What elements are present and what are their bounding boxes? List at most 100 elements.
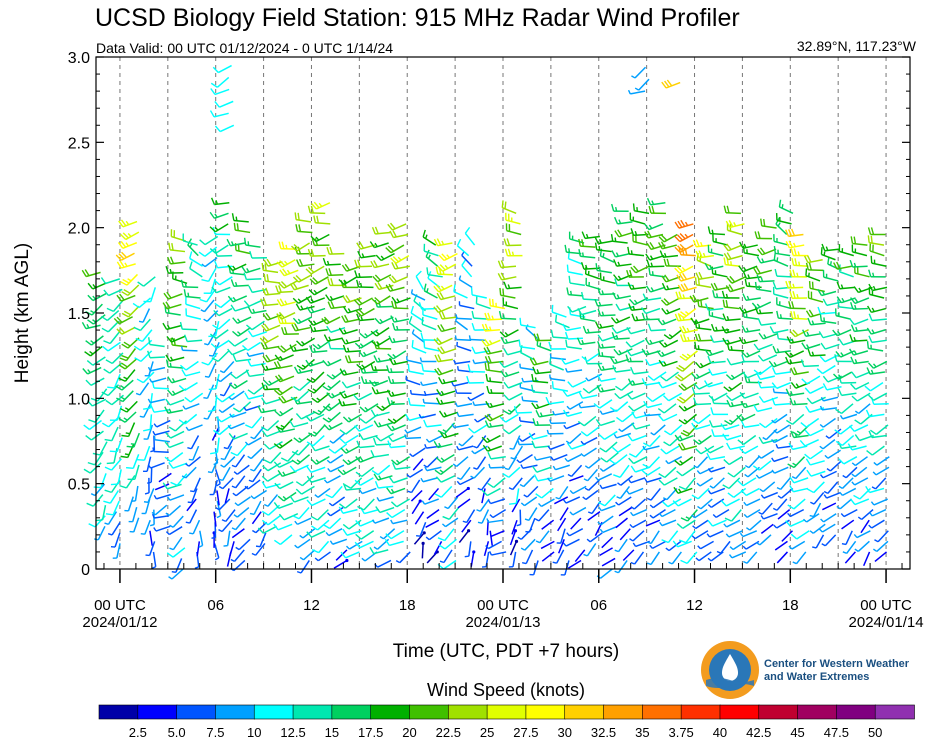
barb-half-flag (124, 262, 128, 267)
wind-barb (568, 231, 585, 244)
barb-half-flag (171, 377, 176, 383)
barb-flag (125, 466, 134, 470)
barb-flag (118, 253, 125, 260)
barb-staff (411, 393, 427, 397)
barb-staff (350, 477, 363, 489)
barb-flag (440, 324, 446, 332)
barb-staff (267, 419, 280, 432)
barb-staff (185, 360, 199, 371)
barb-half-flag (487, 499, 492, 504)
barb-half-flag (327, 385, 332, 389)
barb-half-flag (668, 334, 673, 338)
barb-flag (678, 405, 685, 412)
wind-barb (165, 430, 185, 439)
barb-half-flag (746, 352, 750, 357)
wind-barb (100, 277, 121, 285)
barb-flag (577, 308, 583, 315)
wind-barb (213, 276, 233, 286)
wind-barb (849, 498, 870, 506)
barb-staff (857, 540, 870, 552)
barb-half-flag (376, 497, 380, 502)
barb-half-flag (214, 226, 219, 231)
barb-staff (281, 259, 296, 268)
barb-flag (793, 248, 797, 256)
barb-staff (695, 424, 711, 430)
barb-flag (660, 448, 667, 455)
barb-half-flag (743, 308, 748, 313)
barb-half-flag (313, 347, 316, 353)
barb-staff (528, 507, 538, 521)
barb-flag (776, 310, 779, 319)
wind-barb (391, 296, 411, 304)
wind-barb (641, 312, 660, 321)
barb-flag (386, 397, 391, 405)
wind-barb (820, 247, 836, 261)
barb-half-flag (552, 561, 557, 564)
barb-half-flag (280, 424, 285, 428)
wind-barb (777, 487, 794, 499)
wind-barb (251, 511, 262, 525)
wind-barb (874, 530, 889, 543)
barb-flag (642, 293, 647, 301)
barb-half-flag (151, 566, 156, 569)
wind-barb (407, 397, 426, 407)
barb-staff (391, 508, 406, 519)
wind-barb (580, 436, 598, 446)
barb-flag (680, 283, 686, 291)
barb-staff (185, 303, 201, 310)
wind-barb (580, 447, 597, 457)
wind-barb (168, 568, 184, 580)
barb-half-flag (631, 75, 636, 79)
barb-half-flag (168, 576, 173, 580)
barb-staff (757, 407, 773, 413)
wind-barb (140, 519, 151, 535)
barb-staff (650, 551, 661, 565)
barb-staff (695, 519, 709, 530)
wind-barb (359, 506, 379, 515)
wind-barb (771, 434, 788, 444)
barb-flag (387, 418, 395, 424)
barb-flag (721, 290, 726, 299)
barb-staff (827, 481, 839, 494)
barb-flag (119, 357, 127, 362)
barb-flag (691, 386, 696, 395)
barb-staff (389, 540, 404, 547)
barb-half-flag (741, 415, 745, 420)
wind-barb (338, 276, 358, 286)
barb-half-flag (599, 528, 604, 533)
wind-barb (411, 340, 427, 354)
barb-staff (185, 403, 200, 410)
barb-half-flag (262, 407, 265, 413)
barb-flag (415, 270, 422, 277)
barb-flag (87, 282, 94, 290)
barb-half-flag (836, 505, 841, 510)
wind-barb (354, 477, 374, 486)
barb-flag (657, 242, 663, 250)
barb-half-flag (329, 295, 334, 301)
barb-half-flag (216, 378, 221, 383)
wind-barb (614, 538, 628, 553)
barb-flag (344, 314, 349, 322)
barb-flag (436, 284, 442, 291)
barb-half-flag (629, 357, 632, 362)
wind-barb (869, 508, 887, 517)
barb-staff (621, 411, 635, 423)
barb-staff (854, 456, 868, 467)
barb-half-flag (345, 448, 350, 453)
barb-staff (511, 498, 521, 513)
barb-staff (196, 541, 201, 557)
barb-flag (276, 388, 283, 394)
wind-barb (338, 506, 358, 514)
barb-flag (262, 336, 269, 343)
barb-staff (731, 509, 742, 522)
barb-flag (564, 244, 568, 253)
barb-half-flag (169, 362, 172, 368)
barb-flag (804, 387, 811, 394)
barb-flag (710, 407, 714, 415)
barb-half-flag (631, 284, 635, 290)
barb-staff (727, 229, 743, 236)
barb-flag (788, 240, 794, 248)
wind-barb (143, 414, 153, 432)
wind-barb (196, 541, 201, 557)
barb-staff (247, 436, 262, 446)
